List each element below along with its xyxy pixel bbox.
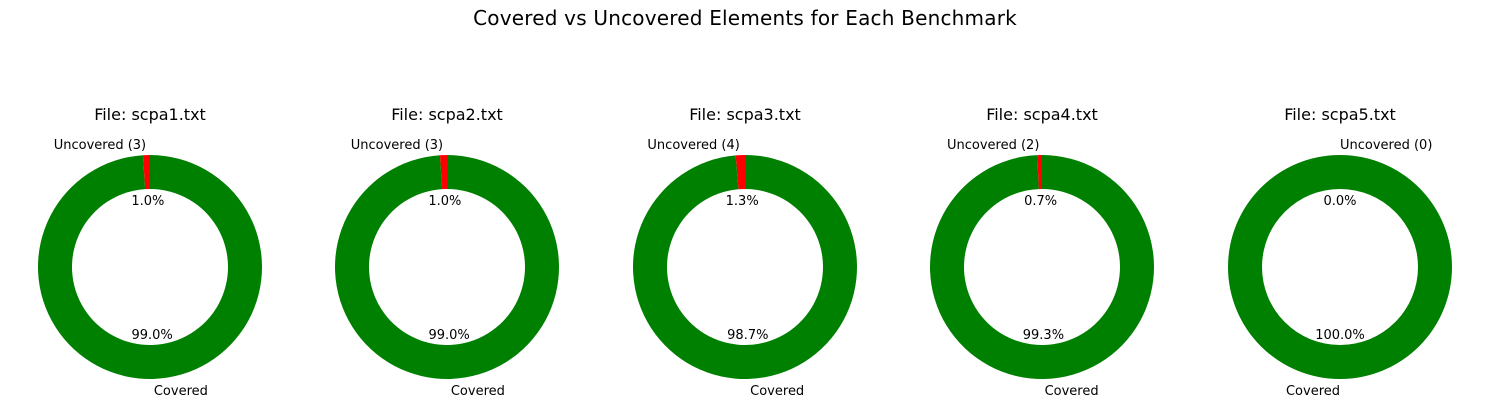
- percent-label: 1.3%: [726, 194, 759, 209]
- percent-label: 98.7%: [727, 328, 768, 343]
- slice-label: Covered: [1045, 384, 1099, 399]
- uncovered-slice: [1037, 155, 1042, 190]
- percent-label: 1.0%: [131, 194, 164, 209]
- covered-slice: [335, 155, 560, 380]
- donut-chart-1: File: scpa1.txt Uncovered (3) 1.0% Covered 9…: [38, 105, 263, 399]
- slice-label: Uncovered (4): [647, 138, 739, 153]
- covered-slice: [633, 155, 858, 380]
- chart-title: File: scpa2.txt: [391, 105, 503, 124]
- percent-label: 100.0%: [1315, 328, 1365, 343]
- slice-label: Covered: [750, 384, 804, 399]
- covered-slice: [1228, 155, 1452, 379]
- slice-label: Uncovered (3): [54, 138, 146, 153]
- chart-title: File: scpa4.txt: [986, 105, 1098, 124]
- chart-title: File: scpa1.txt: [94, 105, 206, 124]
- covered-slice: [930, 155, 1154, 380]
- slice-label: Covered: [451, 384, 505, 399]
- slice-label: Covered: [1286, 384, 1340, 399]
- percent-label: 1.0%: [428, 194, 461, 209]
- figure-title: Covered vs Uncovered Elements for Each B…: [473, 6, 1017, 30]
- donut-chart-3: File: scpa3.txt Uncovered (4) 1.3% Covered 9…: [633, 105, 858, 399]
- uncovered-slice: [142, 155, 150, 190]
- chart-title: File: scpa5.txt: [1284, 105, 1396, 124]
- slice-label: Covered: [154, 384, 208, 399]
- donut-chart-2: File: scpa2.txt Uncovered (3) 1.0% Covered 9…: [335, 105, 560, 399]
- percent-label: 0.7%: [1024, 194, 1057, 209]
- covered-slice: [38, 155, 263, 380]
- slice-label: Uncovered (0): [1340, 138, 1432, 153]
- percent-label: 99.0%: [428, 328, 469, 343]
- donut-chart-4: File: scpa4.txt Uncovered (2) 0.7% Covered 9…: [930, 105, 1154, 399]
- percent-label: 0.0%: [1323, 194, 1356, 209]
- uncovered-slice: [735, 155, 745, 190]
- uncovered-slice: [439, 155, 447, 190]
- slice-label: Uncovered (2): [947, 138, 1039, 153]
- percent-label: 99.3%: [1023, 328, 1064, 343]
- donut-chart-5: File: scpa5.txt Uncovered (0) 0.0% Covered 1…: [1228, 105, 1452, 399]
- percent-label: 99.0%: [131, 328, 172, 343]
- chart-title: File: scpa3.txt: [689, 105, 801, 124]
- slice-label: Uncovered (3): [351, 138, 443, 153]
